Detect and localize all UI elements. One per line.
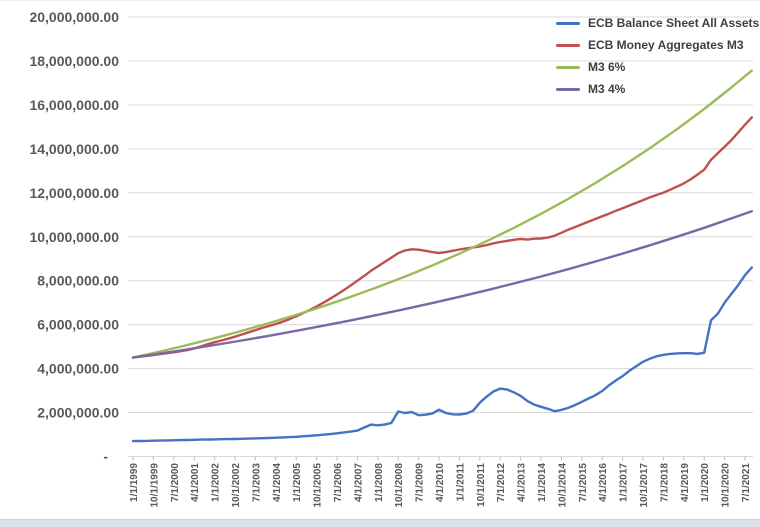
legend-label: ECB Money Aggregates M3 — [588, 38, 744, 52]
window-bottom-strip — [0, 519, 760, 527]
x-axis-tick-label: 7/1/2006 — [333, 463, 344, 502]
x-axis-tick-label: 1/1/1999 — [129, 463, 140, 502]
legend-item-ecb-money-aggregates-m3: ECB Money Aggregates M3 — [556, 34, 759, 56]
x-axis-tick-label: 10/1/2017 — [639, 463, 650, 508]
x-axis-tick-label: 10/1/2014 — [557, 463, 568, 508]
series-line-m3-6 — [131, 69, 753, 359]
legend-swatch-green-line-icon — [556, 65, 580, 69]
y-axis-tick-label: 10,000,000.00 — [29, 229, 119, 245]
x-axis-tick-label: 10/1/2005 — [313, 463, 324, 508]
x-axis-tick-label: 10/1/2002 — [231, 463, 242, 508]
x-axis-tick-label: 7/1/2003 — [251, 463, 262, 502]
y-axis-tick-label: 6,000,000.00 — [37, 317, 119, 333]
x-axis-tick-label: 1/1/2002 — [211, 463, 222, 502]
y-axis-tick-label: 2,000,000.00 — [37, 405, 119, 421]
legend-swatch-purple-line-icon — [556, 87, 580, 91]
legend-swatch-blue-line-icon — [556, 21, 580, 25]
series-line-ecb-balance-sheet-all-assets — [131, 266, 753, 443]
x-axis-tick-label: 1/1/2005 — [292, 463, 303, 502]
x-axis-tick-label: 4/1/2016 — [598, 463, 609, 502]
y-axis-tick-label: - — [103, 449, 108, 465]
legend-label: M3 6% — [588, 60, 626, 74]
x-axis-tick-label: 10/1/1999 — [149, 463, 160, 508]
y-axis-tick-label: 14,000,000.00 — [29, 141, 119, 157]
x-axis-tick-label: 1/1/2011 — [455, 463, 466, 502]
window-top-edge — [0, 0, 760, 1]
y-axis-tick-label: 20,000,000.00 — [29, 9, 119, 25]
x-axis-tick-label: 1/1/2020 — [700, 463, 711, 502]
x-axis-tick-label: 7/1/2018 — [659, 463, 670, 502]
x-axis-tick-label: 4/1/2007 — [353, 463, 364, 502]
x-axis-tick-label: 4/1/2004 — [272, 463, 283, 502]
y-axis-tick-label: 4,000,000.00 — [37, 361, 119, 377]
series-line-m3-4 — [131, 209, 753, 359]
x-axis-tick-label: 10/1/2020 — [721, 463, 732, 508]
series-line-ecb-money-aggregates-m3 — [131, 116, 753, 359]
x-axis-tick-label: 10/1/2011 — [476, 463, 487, 507]
x-axis-tick-label: 4/1/2010 — [435, 463, 446, 502]
x-axis-tick-label: 4/1/2019 — [680, 463, 691, 502]
legend-label: ECB Balance Sheet All Assets — [588, 16, 760, 30]
legend-item-ecb-balance-sheet-all-assets: ECB Balance Sheet All Assets — [556, 12, 759, 34]
legend-item-m3-4-percent: M3 4% — [556, 78, 759, 100]
y-axis-tick-label: 8,000,000.00 — [37, 273, 119, 289]
y-axis-tick-label: 12,000,000.00 — [29, 185, 119, 201]
x-axis-tick-label: 7/1/2000 — [170, 463, 181, 502]
y-axis-tick-label: 16,000,000.00 — [29, 97, 119, 113]
x-axis-tick-label: 4/1/2001 — [190, 463, 201, 502]
x-axis-tick-label: 7/1/2009 — [415, 463, 426, 502]
x-axis-tick-label: 1/1/2017 — [619, 463, 630, 502]
legend-swatch-red-line-icon — [556, 43, 580, 47]
x-axis-tick-label: 1/1/2014 — [537, 463, 548, 502]
x-axis-tick-label: 10/1/2008 — [394, 463, 405, 508]
legend-label: M3 4% — [588, 82, 626, 96]
x-axis-tick-label: 1/1/2008 — [374, 463, 385, 502]
x-axis-tick-label: 7/1/2012 — [496, 463, 507, 502]
chart-legend: ECB Balance Sheet All Assets ECB Money A… — [556, 12, 759, 100]
y-axis-tick-label: 18,000,000.00 — [29, 53, 119, 69]
legend-item-m3-6-percent: M3 6% — [556, 56, 759, 78]
x-axis-tick-label: 4/1/2013 — [517, 463, 528, 502]
x-axis-tick-label: 7/1/2021 — [741, 463, 752, 502]
x-axis-tick-label: 7/1/2015 — [578, 463, 589, 502]
